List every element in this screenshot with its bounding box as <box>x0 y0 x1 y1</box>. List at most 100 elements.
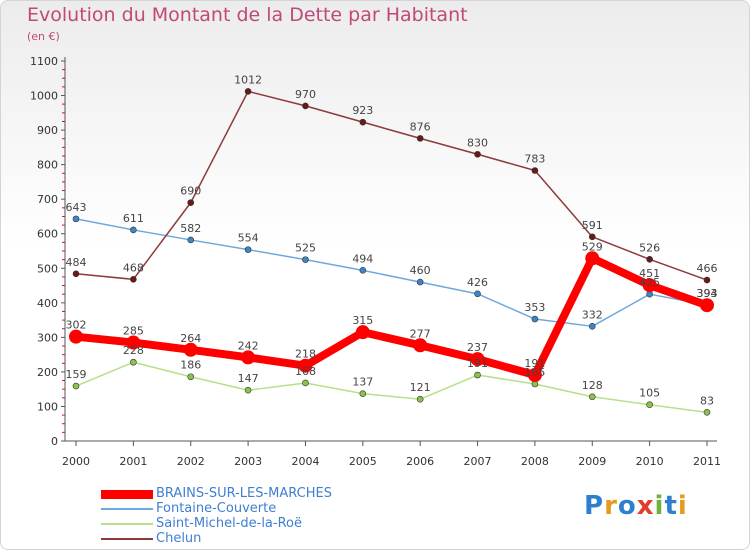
data-point <box>130 276 137 283</box>
data-label: 147 <box>238 372 259 385</box>
y-tick-label: 300 <box>37 331 58 344</box>
data-label: 611 <box>123 212 144 225</box>
data-point <box>187 373 195 381</box>
data-point <box>703 276 711 284</box>
data-point <box>585 251 600 266</box>
data-point <box>413 338 428 353</box>
data-label: 554 <box>238 232 259 245</box>
y-tick-label: 700 <box>37 193 58 206</box>
data-point <box>244 246 252 253</box>
data-label: 923 <box>352 104 373 117</box>
data-label: 121 <box>410 381 431 394</box>
data-point <box>470 352 485 367</box>
data-point <box>72 382 80 390</box>
data-label: 783 <box>524 153 545 166</box>
data-point <box>703 409 711 416</box>
logo-letter: x <box>636 491 655 521</box>
legend-item: Saint-Michel-de-la-Roë <box>101 516 421 532</box>
data-point <box>527 368 542 383</box>
y-tick-label: 1000 <box>30 90 58 103</box>
data-label: 643 <box>66 201 87 214</box>
data-label: 159 <box>66 368 87 381</box>
data-label: 191 <box>524 357 545 370</box>
x-tick-label: 2010 <box>636 455 664 468</box>
y-tick-label: 500 <box>37 262 58 275</box>
data-label: 830 <box>467 136 488 149</box>
data-point <box>187 236 195 244</box>
x-tick-label: 2005 <box>349 455 377 468</box>
series-line <box>72 254 711 380</box>
data-point <box>588 233 596 241</box>
data-label: 242 <box>238 339 259 352</box>
data-label: 277 <box>410 327 431 340</box>
y-tick-label: 100 <box>37 400 58 413</box>
series-line <box>75 218 708 328</box>
data-label: 315 <box>352 314 373 327</box>
data-label: 353 <box>524 301 545 314</box>
x-tick-label: 2002 <box>177 455 205 468</box>
data-point <box>416 395 424 403</box>
x-tick-label: 2000 <box>62 455 90 468</box>
data-label: 466 <box>697 262 718 275</box>
y-tick-label: 1100 <box>30 55 58 68</box>
series-line <box>75 361 708 414</box>
legend-label: Saint-Michel-de-la-Roë <box>156 516 302 531</box>
data-point <box>646 401 653 409</box>
data-point <box>72 270 80 278</box>
legend-swatch <box>101 538 153 540</box>
data-label: 529 <box>582 240 603 253</box>
logo-letter: P <box>584 491 605 521</box>
data-label: 128 <box>582 379 603 392</box>
data-label: 484 <box>66 256 87 269</box>
data-point <box>302 379 309 387</box>
data-label: 591 <box>582 219 603 232</box>
chart-title: Evolution du Montant de la Dette par Hab… <box>27 4 468 26</box>
data-point <box>130 226 137 234</box>
y-tick-label: 600 <box>37 228 58 241</box>
data-point <box>244 386 252 394</box>
logo-letter: o <box>617 491 637 521</box>
data-point <box>531 167 539 174</box>
data-label: 582 <box>180 222 201 235</box>
data-point <box>130 358 137 366</box>
legend-label: BRAINS-SUR-LES-MARCHES <box>156 486 332 501</box>
data-label: 460 <box>410 264 431 277</box>
data-point <box>474 371 481 379</box>
data-point <box>126 335 141 350</box>
legend-swatch <box>101 490 153 499</box>
data-label: 426 <box>467 276 488 289</box>
data-label: 186 <box>180 359 201 372</box>
data-label: 264 <box>180 332 201 345</box>
proxiti-logo: Proxiti <box>584 491 688 521</box>
data-point <box>302 256 309 263</box>
series-line <box>75 90 708 281</box>
data-label: 237 <box>467 341 488 354</box>
data-point <box>302 102 309 110</box>
data-label: 228 <box>123 344 144 357</box>
data-point <box>355 325 370 340</box>
y-tick-label: 200 <box>37 366 58 379</box>
data-label: 165 <box>524 366 545 379</box>
data-point <box>72 215 80 223</box>
data-point <box>416 278 424 286</box>
legend-label: Chelun <box>156 531 202 546</box>
data-point <box>416 135 424 142</box>
chart-subtitle: (en €) <box>27 30 60 43</box>
legend-item: BRAINS-SUR-LES-MARCHES <box>101 486 421 502</box>
x-tick-label: 2003 <box>234 455 262 468</box>
data-label: 451 <box>639 267 660 280</box>
data-point <box>646 255 653 263</box>
x-tick-label: 2008 <box>521 455 549 468</box>
data-label: 168 <box>295 365 316 378</box>
data-point <box>474 150 481 158</box>
x-tick-label: 2011 <box>693 455 721 468</box>
data-point <box>474 290 481 298</box>
data-point <box>700 298 714 313</box>
data-point <box>183 342 198 357</box>
data-label: 468 <box>123 261 144 274</box>
data-label: 394 <box>697 287 718 300</box>
x-tick-label: 2007 <box>464 455 492 468</box>
legend-swatch <box>101 508 153 510</box>
